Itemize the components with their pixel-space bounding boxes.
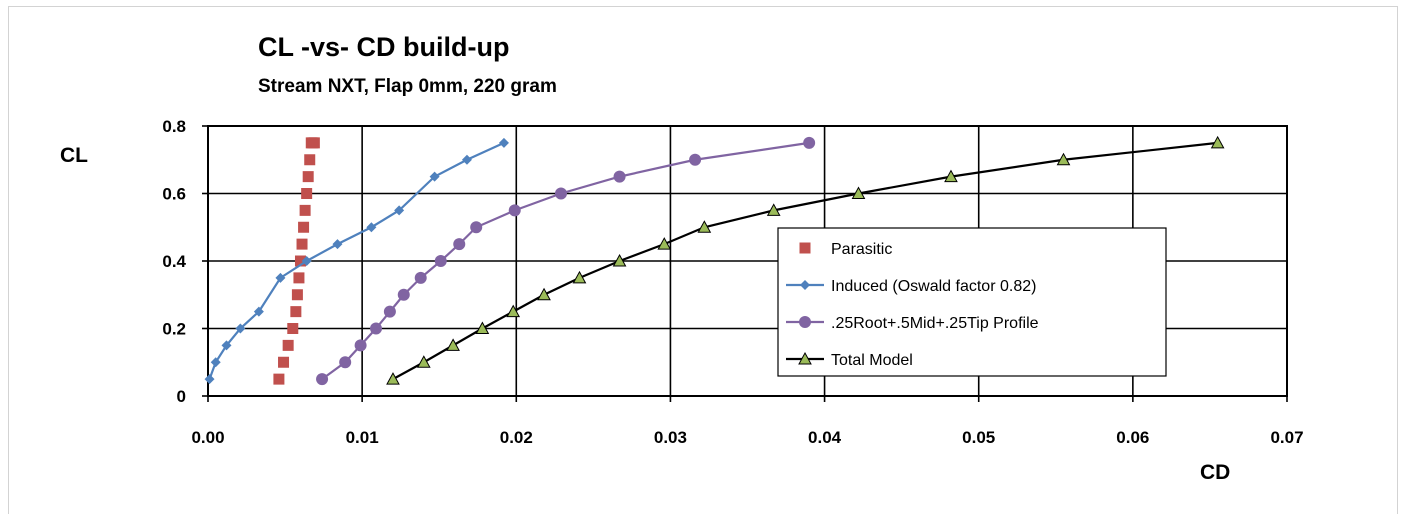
data-point (537, 287, 551, 301)
data-point (414, 271, 427, 284)
y-axis-label: CL (60, 144, 88, 167)
data-point (316, 373, 329, 386)
y-tick-label: 0.4 (162, 252, 186, 271)
legend-marker (798, 351, 812, 365)
data-point (287, 323, 299, 334)
data-point (332, 239, 343, 250)
data-point (235, 323, 246, 334)
series-1 (204, 137, 509, 385)
data-point (416, 355, 431, 368)
data-point (429, 171, 440, 182)
y-tick-label: 0.2 (162, 320, 186, 339)
legend-item: Total Model (786, 351, 913, 369)
legend: Parasitic Induced (Oswald factor 0.82) .25… (777, 227, 1167, 377)
data-point (470, 221, 483, 234)
data-point (383, 305, 396, 318)
x-tick-label: 0.06 (1116, 428, 1149, 447)
x-tick-label: 0.07 (1270, 428, 1303, 447)
data-point (253, 306, 264, 317)
data-point (221, 340, 232, 351)
x-tick-label: 0.00 (191, 428, 224, 447)
data-point (278, 356, 290, 368)
chart-subtitle: Stream NXT, Flap 0mm, 220 gram (258, 76, 557, 97)
legend-label: Total Model (831, 352, 913, 369)
legend-box (777, 227, 1167, 377)
data-point (803, 136, 816, 149)
data-point (293, 272, 305, 284)
data-point (689, 153, 702, 166)
series-2 (316, 136, 816, 386)
data-point (434, 255, 447, 267)
legend-label: .25Root+.5Mid+.25Tip Profile (831, 315, 1039, 332)
data-point (301, 188, 313, 199)
data-point (204, 374, 215, 385)
data-point (397, 288, 410, 301)
data-point (766, 203, 781, 216)
data-point (446, 338, 460, 351)
data-point (461, 154, 472, 165)
data-point (299, 204, 311, 216)
legend-item: Parasitic (799, 241, 892, 258)
chart-title: CL -vs- CD build-up (258, 32, 509, 62)
legend-label: Induced (Oswald factor 0.82) (831, 278, 1036, 295)
series-0 (273, 137, 320, 385)
data-point (290, 306, 302, 318)
legend-item: .25Root+.5Mid+.25Tip Profile (786, 315, 1039, 332)
x-tick-label: 0.02 (500, 428, 533, 447)
data-point (453, 238, 466, 251)
x-tick-label: 0.03 (654, 428, 687, 447)
legend-marker (799, 242, 811, 254)
plot-area (207, 125, 1288, 397)
data-point (506, 304, 521, 318)
data-point (308, 137, 320, 149)
data-point (508, 204, 521, 217)
data-point (366, 222, 377, 233)
legend-marker (799, 316, 811, 328)
data-point (275, 272, 286, 283)
data-point (296, 238, 308, 250)
data-point (1056, 152, 1071, 166)
data-point (657, 237, 672, 250)
data-point (554, 187, 567, 200)
legend-marker (800, 280, 810, 290)
data-point (498, 137, 509, 148)
data-point (572, 270, 587, 284)
x-tick-label: 0.01 (346, 428, 379, 447)
data-point (273, 373, 285, 385)
legend-item: Induced (Oswald factor 0.82) (786, 278, 1036, 295)
data-point (304, 154, 316, 166)
data-point (370, 322, 383, 335)
x-tick-label: 0.04 (808, 428, 842, 447)
data-point (697, 220, 712, 233)
y-tick-label: 0 (177, 387, 186, 406)
x-axis-label: CD (1200, 461, 1230, 484)
data-point (302, 171, 314, 183)
series (204, 135, 1225, 386)
data-point (851, 186, 866, 199)
data-point (294, 255, 306, 267)
data-point (386, 372, 400, 385)
data-point (282, 339, 294, 351)
data-point (339, 356, 352, 369)
axes: 0.00 0.01 0.02 0.03 0.04 0.05 0.06 0.07 0 0.2 0.4 0… (162, 117, 1303, 447)
data-point (612, 253, 627, 267)
y-tick-label: 0.8 (162, 117, 186, 136)
legend-label: Parasitic (831, 241, 892, 258)
chart-frame (8, 6, 1398, 514)
data-point (354, 339, 367, 352)
data-point (210, 357, 221, 368)
series-3 (386, 135, 1225, 385)
data-point (298, 221, 310, 233)
data-point (944, 169, 958, 183)
data-point (394, 205, 405, 216)
data-point (613, 170, 626, 183)
data-point (1210, 135, 1225, 149)
x-tick-label: 0.05 (962, 428, 995, 447)
data-point (475, 321, 490, 334)
data-point (301, 256, 312, 266)
data-point (291, 289, 303, 301)
y-tick-label: 0.6 (162, 185, 186, 204)
